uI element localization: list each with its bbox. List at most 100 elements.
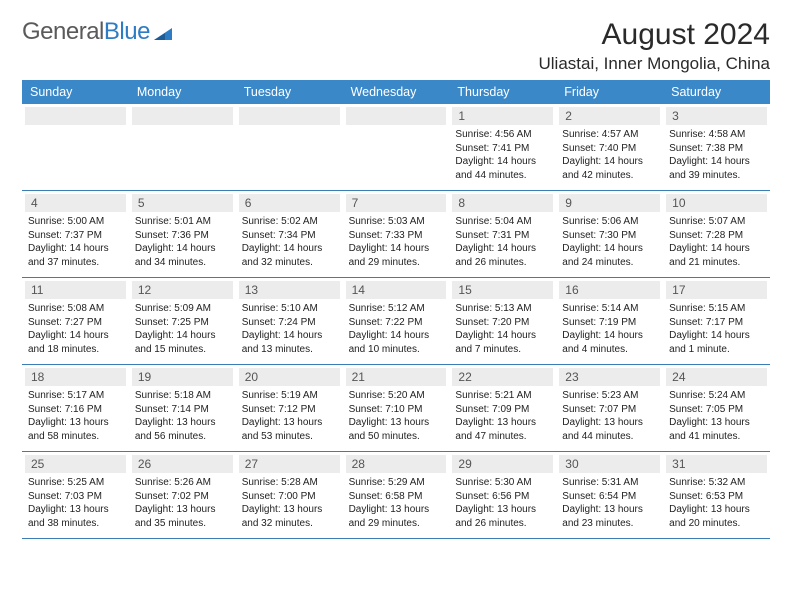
sunrise-text: Sunrise: 5:17 AM — [28, 389, 123, 403]
day-content: Sunrise: 5:20 AMSunset: 7:10 PMDaylight:… — [346, 389, 447, 443]
sunset-text: Sunset: 7:25 PM — [135, 316, 230, 330]
day-cell: 31Sunrise: 5:32 AMSunset: 6:53 PMDayligh… — [663, 452, 770, 538]
week-row: 18 Sunrise: 5:17 AMSunset: 7:16 PMDayligh… — [22, 365, 770, 452]
day-content: Sunrise: 5:06 AMSunset: 7:30 PMDaylight:… — [559, 215, 660, 269]
sunset-text: Sunset: 7:24 PM — [242, 316, 337, 330]
daylight-text: Daylight: 13 hours and 23 minutes. — [562, 503, 657, 530]
day-number: 19 — [132, 368, 233, 386]
day-number: 9 — [559, 194, 660, 212]
daylight-text: Daylight: 14 hours and 15 minutes. — [135, 329, 230, 356]
sunrise-text: Sunrise: 5:20 AM — [349, 389, 444, 403]
day-cell: 22Sunrise: 5:21 AMSunset: 7:09 PMDayligh… — [449, 365, 556, 451]
daylight-text: Daylight: 14 hours and 7 minutes. — [455, 329, 550, 356]
daylight-text: Daylight: 14 hours and 21 minutes. — [669, 242, 764, 269]
day-number: 2 — [559, 107, 660, 125]
day-content: Sunrise: 5:28 AMSunset: 7:00 PMDaylight:… — [239, 476, 340, 530]
day-content: Sunrise: 5:23 AMSunset: 7:07 PMDaylight:… — [559, 389, 660, 443]
day-number: 20 — [239, 368, 340, 386]
sunset-text: Sunset: 7:36 PM — [135, 229, 230, 243]
day-number: . — [239, 107, 340, 125]
day-content: Sunrise: 5:21 AMSunset: 7:09 PMDaylight:… — [452, 389, 553, 443]
day-number: . — [346, 107, 447, 125]
daylight-text: Daylight: 13 hours and 56 minutes. — [135, 416, 230, 443]
month-title: August 2024 — [538, 18, 770, 52]
brand-name-blue: Blue — [104, 18, 150, 45]
sunrise-text: Sunrise: 5:03 AM — [349, 215, 444, 229]
day-content: Sunrise: 5:24 AMSunset: 7:05 PMDaylight:… — [666, 389, 767, 443]
sunset-text: Sunset: 7:09 PM — [455, 403, 550, 417]
day-number: 13 — [239, 281, 340, 299]
sunrise-text: Sunrise: 5:25 AM — [28, 476, 123, 490]
day-number: 16 — [559, 281, 660, 299]
day-cell: 29 Sunrise: 5:30 AMSunset: 6:56 PMDayligh… — [449, 452, 556, 538]
brand-name-gray: General — [22, 18, 104, 45]
daylight-text: Daylight: 13 hours and 44 minutes. — [562, 416, 657, 443]
sunset-text: Sunset: 7:28 PM — [669, 229, 764, 243]
daylight-text: Daylight: 14 hours and 24 minutes. — [562, 242, 657, 269]
day-number: 3 — [666, 107, 767, 125]
day-cell: 21Sunrise: 5:20 AMSunset: 7:10 PMDayligh… — [343, 365, 450, 451]
day-header-saturday: Saturday — [663, 80, 770, 104]
day-cell: . — [236, 104, 343, 190]
sunrise-text: Sunrise: 5:32 AM — [669, 476, 764, 490]
day-content: Sunrise: 5:31 AMSunset: 6:54 PMDaylight:… — [559, 476, 660, 530]
day-cell: 4 Sunrise: 5:00 AMSunset: 7:37 PMDaylight… — [22, 191, 129, 277]
sunrise-text: Sunrise: 5:10 AM — [242, 302, 337, 316]
day-cell: 9 Sunrise: 5:06 AMSunset: 7:30 PMDaylight… — [556, 191, 663, 277]
day-content: Sunrise: 5:15 AMSunset: 7:17 PMDaylight:… — [666, 302, 767, 356]
day-number: 28 — [346, 455, 447, 473]
day-content: Sunrise: 5:08 AMSunset: 7:27 PMDaylight:… — [25, 302, 126, 356]
location-text: Uliastai, Inner Mongolia, China — [538, 54, 770, 74]
sunset-text: Sunset: 7:37 PM — [28, 229, 123, 243]
day-cell: 16Sunrise: 5:14 AMSunset: 7:19 PMDayligh… — [556, 278, 663, 364]
sunset-text: Sunset: 6:56 PM — [455, 490, 550, 504]
daylight-text: Daylight: 14 hours and 37 minutes. — [28, 242, 123, 269]
sunset-text: Sunset: 6:54 PM — [562, 490, 657, 504]
day-content: Sunrise: 5:00 AMSunset: 7:37 PMDaylight:… — [25, 215, 126, 269]
day-header-tuesday: Tuesday — [236, 80, 343, 104]
sunset-text: Sunset: 7:07 PM — [562, 403, 657, 417]
day-content: Sunrise: 4:56 AMSunset: 7:41 PMDaylight:… — [452, 128, 553, 182]
day-content: Sunrise: 5:18 AMSunset: 7:14 PMDaylight:… — [132, 389, 233, 443]
day-number: 31 — [666, 455, 767, 473]
day-content: Sunrise: 5:04 AMSunset: 7:31 PMDaylight:… — [452, 215, 553, 269]
sunrise-text: Sunrise: 5:24 AM — [669, 389, 764, 403]
week-row: 4 Sunrise: 5:00 AMSunset: 7:37 PMDaylight… — [22, 191, 770, 278]
day-content: Sunrise: 5:30 AMSunset: 6:56 PMDaylight:… — [452, 476, 553, 530]
day-cell: 11Sunrise: 5:08 AMSunset: 7:27 PMDayligh… — [22, 278, 129, 364]
day-cell: 18 Sunrise: 5:17 AMSunset: 7:16 PMDayligh… — [22, 365, 129, 451]
day-cell: 23Sunrise: 5:23 AMSunset: 7:07 PMDayligh… — [556, 365, 663, 451]
page-header: GeneralBlue August 2024 Uliastai, Inner … — [22, 18, 770, 74]
daylight-text: Daylight: 13 hours and 29 minutes. — [349, 503, 444, 530]
sunset-text: Sunset: 7:30 PM — [562, 229, 657, 243]
sunset-text: Sunset: 7:40 PM — [562, 142, 657, 156]
brand-name: GeneralBlue — [22, 18, 150, 46]
sunset-text: Sunset: 7:02 PM — [135, 490, 230, 504]
day-header-thursday: Thursday — [449, 80, 556, 104]
day-cell: 1Sunrise: 4:56 AMSunset: 7:41 PMDaylight… — [449, 104, 556, 190]
sunset-text: Sunset: 7:33 PM — [349, 229, 444, 243]
sunset-text: Sunset: 7:12 PM — [242, 403, 337, 417]
day-cell: 3Sunrise: 4:58 AMSunset: 7:38 PMDaylight… — [663, 104, 770, 190]
sunrise-text: Sunrise: 5:19 AM — [242, 389, 337, 403]
sunset-text: Sunset: 7:10 PM — [349, 403, 444, 417]
week-row: 25Sunrise: 5:25 AMSunset: 7:03 PMDayligh… — [22, 452, 770, 539]
sunset-text: Sunset: 7:27 PM — [28, 316, 123, 330]
day-number: 27 — [239, 455, 340, 473]
day-cell: 5Sunrise: 5:01 AMSunset: 7:36 PMDaylight… — [129, 191, 236, 277]
day-number: 4 — [25, 194, 126, 212]
day-number: 10 — [666, 194, 767, 212]
day-cell: 26Sunrise: 5:26 AMSunset: 7:02 PMDayligh… — [129, 452, 236, 538]
day-number: 5 — [132, 194, 233, 212]
sunrise-text: Sunrise: 5:15 AM — [669, 302, 764, 316]
day-content: Sunrise: 5:17 AMSunset: 7:16 PMDaylight:… — [25, 389, 126, 443]
day-content: Sunrise: 5:25 AMSunset: 7:03 PMDaylight:… — [25, 476, 126, 530]
sunrise-text: Sunrise: 5:09 AM — [135, 302, 230, 316]
daylight-text: Daylight: 13 hours and 32 minutes. — [242, 503, 337, 530]
day-cell: 14Sunrise: 5:12 AMSunset: 7:22 PMDayligh… — [343, 278, 450, 364]
day-number: 29 — [452, 455, 553, 473]
day-number: 8 — [452, 194, 553, 212]
day-header-sunday: Sunday — [22, 80, 129, 104]
day-number: 18 — [25, 368, 126, 386]
day-number: 17 — [666, 281, 767, 299]
